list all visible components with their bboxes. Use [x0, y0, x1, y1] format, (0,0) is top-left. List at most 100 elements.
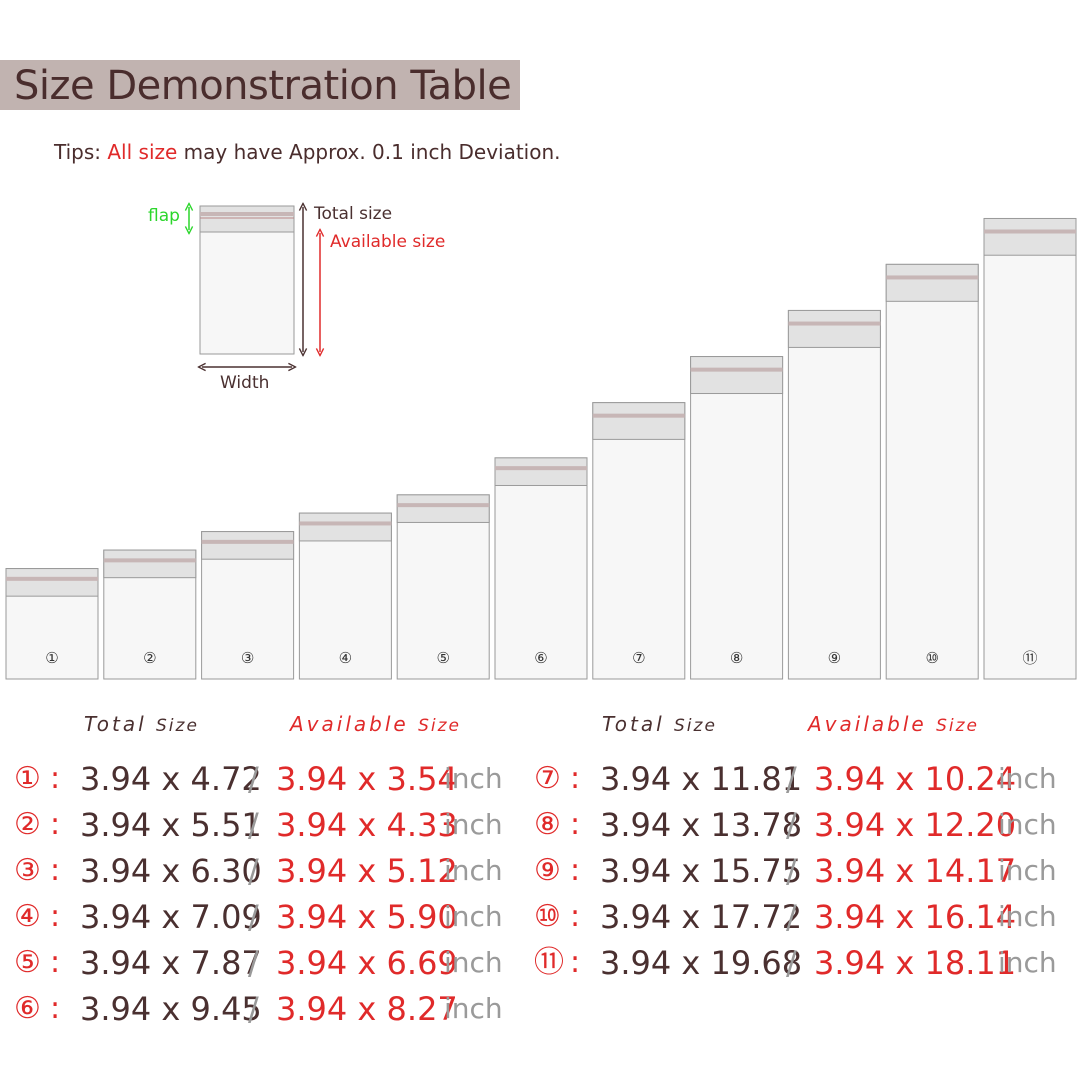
unit-label: inch	[444, 854, 503, 887]
bag-number-label: ⑨	[828, 649, 841, 667]
size-row: ④:3.94 x 7.09/ 3.94 x 5.90 inch	[14, 895, 534, 939]
total-size-label: Total size	[313, 204, 392, 224]
size-number: ③	[14, 853, 41, 888]
header-total-left: Total Size	[84, 712, 199, 736]
bag-body	[396, 494, 490, 680]
bag-flap	[201, 531, 295, 560]
size-colon: :	[50, 899, 61, 934]
bag-number-label: ⑦	[632, 649, 645, 667]
size-row: ⑤:3.94 x 7.87/ 3.94 x 6.69 inch	[14, 941, 534, 985]
size-row: ⑨:3.94 x 15.75/ 3.94 x 14.17 inch	[534, 849, 1057, 893]
size-number: ④	[14, 899, 41, 934]
unit-label: inch	[998, 900, 1057, 933]
total-size-value: 3.94 x 7.09	[80, 898, 262, 936]
legend-bag	[199, 205, 295, 355]
bag-flap	[5, 568, 99, 597]
bag-bar-2: ②	[103, 549, 197, 680]
size-number: ⑤	[14, 945, 41, 980]
bag-body	[690, 356, 784, 680]
size-colon: :	[570, 807, 581, 842]
separator-slash: /	[248, 898, 259, 936]
size-number: ②	[14, 807, 41, 842]
bag-body	[983, 217, 1077, 680]
bag-bar-5: ⑤	[396, 494, 490, 680]
header-available-word: Available	[808, 712, 927, 736]
bag-number-label: ②	[143, 649, 156, 667]
bag-body	[494, 457, 588, 680]
size-colon: :	[570, 899, 581, 934]
bag-number-label: ⑧	[730, 649, 743, 667]
size-colon: :	[50, 945, 61, 980]
bag-bar-4: ④	[298, 512, 392, 680]
bag-body	[885, 263, 979, 680]
separator-slash: /	[786, 806, 797, 844]
header-total-word: Total	[84, 712, 147, 736]
total-size-value: 3.94 x 13.78	[600, 806, 803, 844]
unit-label: inch	[444, 946, 503, 979]
tips-note: Tips: All size may have Approx. 0.1 inch…	[54, 140, 561, 164]
bag-bars: ① ② ③ ④ ⑤ ⑥ ⑦ ⑧ ⑨ ⑩ ⑪	[5, 217, 1077, 680]
size-colon: :	[570, 945, 581, 980]
unit-label: inch	[444, 762, 503, 795]
bag-number-label: ⑩	[925, 649, 938, 667]
bag-flap	[690, 356, 784, 395]
bag-bar-10: ⑩	[885, 263, 979, 680]
unit-label: inch	[998, 762, 1057, 795]
size-colon: :	[50, 761, 61, 796]
size-colon: :	[50, 991, 61, 1026]
bag-adhesive-strip	[690, 367, 783, 372]
bag-number-label: ③	[241, 649, 254, 667]
size-row: ①:3.94 x 4.72/ 3.94 x 3.54 inch	[14, 757, 534, 801]
size-row: ⑥:3.94 x 9.45/ 3.94 x 8.27 inch	[14, 987, 534, 1031]
bag-body	[787, 309, 881, 680]
unit-label: inch	[444, 900, 503, 933]
available-size-value: 3.94 x 14.17	[814, 852, 1017, 890]
bag-bar-11: ⑪	[983, 217, 1077, 680]
unit-label: inch	[998, 854, 1057, 887]
size-number: ⑧	[534, 807, 561, 842]
bag-adhesive-strip	[103, 558, 196, 563]
size-row: ⑪:3.94 x 19.68/ 3.94 x 18.11 inch	[534, 941, 1057, 985]
bag-number-label: ④	[339, 649, 352, 667]
header-size-word: Size	[156, 716, 199, 736]
bag-adhesive-strip	[788, 321, 881, 326]
unit-label: inch	[444, 992, 503, 1025]
page-title: Size Demonstration Table	[14, 63, 512, 109]
bag-adhesive-strip	[592, 413, 685, 418]
total-size-value: 3.94 x 17.72	[600, 898, 803, 936]
available-size-value: 3.94 x 4.33	[276, 806, 458, 844]
total-size-value: 3.94 x 19.68	[600, 944, 803, 982]
bag-flap	[396, 494, 490, 523]
available-size-value: 3.94 x 12.20	[814, 806, 1017, 844]
size-number: ①	[14, 761, 41, 796]
separator-slash: /	[786, 944, 797, 982]
bag-bar-1: ①	[5, 568, 99, 680]
separator-slash: /	[786, 760, 797, 798]
header-total-right: Total Size	[602, 712, 717, 736]
bag-adhesive-strip	[201, 539, 294, 544]
separator-slash: /	[248, 852, 259, 890]
bag-flap	[885, 263, 979, 302]
size-number: ⑨	[534, 853, 561, 888]
bag-number-label: ⑪	[1022, 649, 1037, 667]
header-available-right: Available Size	[808, 712, 979, 736]
available-size-value: 3.94 x 16.14	[814, 898, 1017, 936]
total-size-value: 3.94 x 5.51	[80, 806, 262, 844]
bag-adhesive-strip	[6, 576, 98, 581]
size-row: ③:3.94 x 6.30/ 3.94 x 5.12 inch	[14, 849, 534, 893]
tips-highlight: All size	[107, 140, 178, 164]
total-size-value: 3.94 x 4.72	[80, 760, 262, 798]
size-colon: :	[570, 853, 581, 888]
available-size-value: 3.94 x 8.27	[276, 990, 458, 1028]
size-row: ②:3.94 x 5.51/ 3.94 x 4.33 inch	[14, 803, 534, 847]
flap-label: flap	[148, 206, 180, 226]
bag-adhesive-strip	[495, 466, 587, 471]
title-bar	[0, 60, 520, 110]
bag-number-label: ⑥	[534, 649, 547, 667]
unit-label: inch	[998, 946, 1057, 979]
header-available-left: Available Size	[290, 712, 461, 736]
bag-bar-7: ⑦	[592, 402, 686, 680]
separator-slash: /	[786, 898, 797, 936]
header-size-word: Size	[936, 716, 979, 736]
